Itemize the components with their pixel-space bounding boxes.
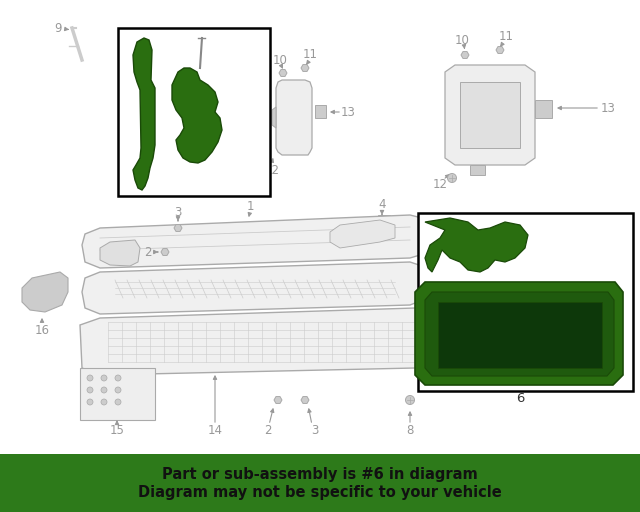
Polygon shape: [22, 272, 68, 312]
Circle shape: [87, 375, 93, 381]
Circle shape: [101, 399, 107, 405]
Text: 12: 12: [433, 179, 447, 191]
Circle shape: [101, 375, 107, 381]
Text: 11: 11: [499, 31, 513, 44]
Circle shape: [447, 174, 456, 182]
Circle shape: [115, 399, 121, 405]
Bar: [118, 28, 270, 196]
Polygon shape: [461, 52, 469, 58]
Polygon shape: [496, 47, 504, 53]
Polygon shape: [445, 65, 535, 165]
Text: 3: 3: [311, 423, 319, 437]
Polygon shape: [425, 218, 528, 272]
Polygon shape: [172, 68, 222, 163]
Circle shape: [428, 275, 436, 285]
Bar: [378, 215, 390, 233]
Text: Part or sub-assembly is #6 in diagram: Part or sub-assembly is #6 in diagram: [162, 466, 478, 481]
Circle shape: [101, 387, 107, 393]
Polygon shape: [330, 220, 395, 248]
Text: 2: 2: [144, 245, 152, 259]
Text: 10: 10: [454, 33, 469, 47]
Text: Diagram may not be specific to your vehicle: Diagram may not be specific to your vehi…: [138, 484, 502, 500]
Polygon shape: [82, 262, 430, 314]
Polygon shape: [301, 65, 309, 72]
Polygon shape: [425, 292, 614, 376]
Polygon shape: [133, 38, 155, 190]
Text: 5: 5: [446, 264, 454, 276]
Polygon shape: [415, 282, 623, 385]
Circle shape: [406, 395, 415, 404]
Text: 14: 14: [207, 423, 223, 437]
Text: 2: 2: [264, 423, 272, 437]
Polygon shape: [100, 240, 140, 266]
Text: 15: 15: [109, 423, 124, 437]
Circle shape: [115, 387, 121, 393]
Polygon shape: [535, 100, 552, 118]
Text: 6: 6: [124, 106, 136, 124]
Polygon shape: [460, 82, 520, 148]
Text: 1: 1: [246, 201, 253, 214]
Bar: [80, 368, 155, 420]
Circle shape: [115, 375, 121, 381]
Polygon shape: [301, 396, 309, 403]
Text: 4: 4: [378, 199, 386, 211]
Text: 13: 13: [340, 105, 355, 118]
Bar: [0, 454, 640, 512]
Polygon shape: [161, 248, 169, 255]
Polygon shape: [470, 165, 485, 175]
Polygon shape: [82, 215, 435, 268]
Polygon shape: [274, 396, 282, 403]
Polygon shape: [80, 308, 430, 375]
Text: 8: 8: [406, 423, 413, 437]
Polygon shape: [315, 105, 326, 118]
Polygon shape: [279, 70, 287, 76]
Polygon shape: [276, 80, 312, 155]
Text: 12: 12: [264, 163, 280, 177]
Text: 16: 16: [35, 324, 49, 336]
Text: 10: 10: [273, 53, 287, 67]
Text: 11: 11: [303, 49, 317, 61]
Text: 13: 13: [600, 101, 616, 115]
Text: 3: 3: [174, 206, 182, 220]
Text: 7: 7: [586, 242, 594, 254]
Polygon shape: [272, 107, 276, 128]
Polygon shape: [174, 225, 182, 231]
Text: 6: 6: [516, 392, 524, 404]
Circle shape: [87, 387, 93, 393]
Bar: [418, 213, 633, 391]
Circle shape: [87, 399, 93, 405]
Bar: [438, 302, 602, 368]
Text: 9: 9: [54, 22, 61, 34]
